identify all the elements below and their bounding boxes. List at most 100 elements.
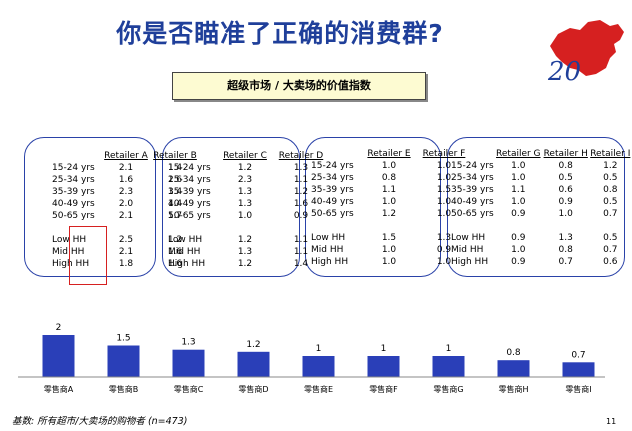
bar-value-label: 0.8	[506, 348, 521, 358]
table-row: Low HH 0.9 1.3 0.5	[451, 232, 632, 244]
value-cell: 1.0	[436, 257, 452, 267]
china-map-shape	[550, 20, 624, 76]
value-cell: 1.0	[558, 209, 573, 219]
bar-value-label: 0.7	[571, 350, 585, 360]
value-cell: 2.0	[118, 199, 134, 209]
value-cell: 1.2	[603, 161, 618, 171]
value-cell: 0.5	[603, 197, 618, 207]
panel-retailer-c-d	[162, 137, 300, 277]
value-cell: 0.6	[603, 257, 618, 267]
bar-value-label: 1.3	[181, 338, 195, 348]
value-cell: 1.2	[381, 209, 397, 219]
page-number: 11	[606, 417, 617, 426]
value-cell: 1.1	[381, 185, 397, 195]
bar-value-label: 1	[446, 344, 452, 354]
value-cell: 1.3	[237, 187, 253, 197]
bar-value-label: 2	[56, 323, 62, 333]
category-label: 零售商E	[304, 384, 333, 394]
row-label: 50-65 yrs	[451, 209, 494, 219]
value-cell: 1.3	[436, 233, 452, 243]
row-label: 35-39 yrs	[311, 185, 354, 195]
value-index-bar-chart: 2 零售商A 1.5 零售商B 1.3 零售商C 1.2 零售商D 1 零售商E 1 零售商F 1 零售商…	[18, 323, 605, 394]
value-cell: 1.3	[293, 163, 309, 173]
value-cell: 1.2	[237, 259, 253, 269]
value-cell: 1.0	[436, 161, 452, 171]
bar-value-label: 1.5	[116, 334, 130, 344]
table-row: 35-39 yrs 1.1 1.5	[311, 184, 467, 196]
value-cell: 1.0	[436, 209, 452, 219]
value-cell: 0.5	[603, 233, 618, 243]
table-row: High HH 0.9 0.7 0.6	[451, 256, 632, 268]
bar-1	[42, 335, 75, 377]
bar-7	[432, 356, 465, 377]
value-cell: 1.2	[237, 163, 253, 173]
row-label: Mid HH	[52, 247, 85, 257]
value-cell: 1.4	[167, 163, 183, 173]
value-cell: 2.1	[118, 211, 134, 221]
row-label: 35-39 yrs	[451, 185, 494, 195]
row-label: High HH	[52, 259, 90, 269]
row-label: 40-49 yrs	[451, 197, 494, 207]
row-label: Low HH	[451, 233, 486, 243]
column-header: Retailer D	[278, 150, 324, 161]
page-title: 你是否瞄准了正确的消费群?	[116, 19, 444, 48]
value-cell: 0.6	[558, 185, 573, 195]
row-label: 25-34 yrs	[451, 173, 494, 183]
value-cell: 1.2	[293, 187, 309, 197]
table-row: 15-24 yrs 1.2 1.3	[168, 162, 326, 174]
value-cell: 1.3	[237, 199, 253, 209]
table-row: Mid HH 1.0 0.8 0.7	[451, 244, 632, 256]
row-label: Mid HH	[311, 245, 344, 255]
row-label: 15-24 yrs	[311, 161, 354, 171]
value-cell: 0.9	[436, 245, 452, 255]
table-row: 40-49 yrs 2.0 1.4	[52, 198, 198, 210]
value-cell: 1.5	[381, 233, 397, 243]
row-label: 25-34 yrs	[311, 173, 354, 183]
anniversary-number: 20	[547, 57, 581, 87]
highlight-box	[69, 226, 107, 285]
value-cell: 1.4	[167, 199, 183, 209]
column-header: Retailer G	[496, 148, 541, 159]
value-cell: 1.6	[167, 259, 183, 269]
value-cell: 1.8	[118, 259, 134, 269]
value-cell: 0.7	[558, 257, 573, 267]
category-label: 零售商F	[369, 384, 398, 394]
table-row: 50-65 yrs 1.2 1.0	[311, 208, 467, 220]
value-cell: 0.9	[511, 209, 526, 219]
value-cell: 2.3	[237, 175, 253, 185]
table-row: High HH 1.8 1.6	[52, 258, 198, 270]
table-retailer-c-d: Retailer C Retailer D 15-24 yrs 1.2 1.3 25-…	[168, 149, 326, 270]
value-cell: 0.9	[511, 257, 526, 267]
anniversary-logo: 20	[547, 20, 624, 87]
value-cell: 1.2	[237, 235, 253, 245]
value-cell: 1.3	[237, 247, 253, 257]
row-label: 15-24 yrs	[168, 163, 211, 173]
bar-2	[107, 345, 140, 377]
bar-value-label: 1	[316, 344, 322, 354]
bar-8	[497, 360, 530, 377]
value-cell: 0.9	[293, 211, 309, 221]
table-row: 35-39 yrs 2.3 1.4	[52, 186, 198, 198]
bar-3	[172, 349, 205, 377]
table-row: 40-49 yrs 1.0 1.0	[311, 196, 467, 208]
value-cell: 2.1	[118, 247, 134, 257]
value-cell: 1.1	[293, 247, 309, 257]
table-row: Mid HH 1.0 0.9	[311, 244, 467, 256]
category-label: 零售商H	[498, 384, 528, 394]
bar-value-label: 1	[381, 344, 387, 354]
subtitle-box: 超级市场 / 大卖场的价值指数	[172, 72, 426, 100]
column-header: Retailer A	[104, 150, 148, 161]
value-cell: 1.6	[293, 199, 309, 209]
table-row: 50-65 yrs 0.9 1.0 0.7	[451, 208, 632, 220]
value-cell: 2.1	[118, 163, 134, 173]
value-cell: 2.5	[118, 235, 134, 245]
table-row: 25-34 yrs 1.0 0.5 0.5	[451, 172, 632, 184]
value-cell: 1.0	[436, 173, 452, 183]
column-header: Retailer B	[153, 150, 197, 161]
bar-5	[302, 356, 335, 377]
table-retailer-e-f: Retailer E Retailer F 15-24 yrs 1.0 1.0 25-…	[311, 147, 467, 268]
value-cell: 0.7	[603, 245, 618, 255]
table-row: Mid HH 2.1 1.6	[52, 246, 198, 258]
value-cell: 1.0	[381, 197, 397, 207]
column-header: Retailer C	[223, 150, 267, 161]
